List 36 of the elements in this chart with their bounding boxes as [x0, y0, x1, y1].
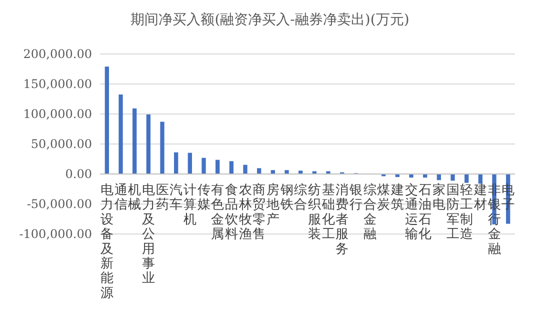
x-tick-label: 消费者服务: [336, 183, 349, 257]
x-tick-label: 医药: [156, 183, 169, 213]
x-tick-label: 通信: [114, 183, 128, 213]
x-tick-label: 建筑: [390, 183, 404, 213]
y-tick-label: 50,000.00: [30, 137, 92, 151]
x-tick-label: 综合: [294, 183, 308, 213]
x-tick-label: 食品饮料: [224, 183, 238, 242]
x-tick-label: 传媒: [197, 183, 210, 213]
y-tick-label: 150,000.00: [23, 77, 92, 91]
y-tick-label: -100,000.00: [19, 227, 92, 241]
x-tick-label: 电力设备及新能源: [100, 183, 114, 301]
x-tick-label: 银行: [348, 183, 362, 213]
x-tick-label: 建材: [472, 183, 487, 213]
x-tick-label: 轻工制造: [460, 183, 474, 242]
y-tick-label: 0.00: [65, 167, 92, 181]
x-tick-label: 纺织服装: [308, 183, 321, 242]
chart-title: 期间净买入额(融资净买入-融券净卖出)(万元): [130, 12, 410, 28]
x-tick-label: 农林牧渔: [238, 183, 252, 242]
x-tick-label: 家电: [432, 182, 446, 213]
y-tick-label: 200,000.00: [23, 47, 92, 61]
x-tick-label: 机械: [128, 183, 142, 213]
x-tick-label: 交通运输: [404, 182, 418, 242]
x-tick-label: 计算机: [183, 183, 196, 228]
x-tick-label: 综合金融: [363, 183, 376, 242]
x-tick-label: 电力及公用事业: [142, 183, 155, 286]
x-tick-label: 煤炭: [377, 183, 390, 213]
x-tick-label: 国防军工: [446, 183, 460, 242]
x-tick-label: 基础化工: [320, 183, 335, 242]
y-tick-label: -50,000.00: [26, 197, 92, 211]
x-tick-label: 石油石化: [418, 183, 432, 242]
x-tick-label: 商贸零售: [252, 183, 266, 242]
x-tick-label: 房地产: [265, 182, 280, 228]
x-tick-label: 钢铁: [279, 183, 294, 213]
x-tick-label: 汽车: [170, 183, 183, 213]
y-tick-label: 100,000.00: [23, 107, 92, 121]
x-tick-label: 有色金属: [211, 183, 224, 242]
